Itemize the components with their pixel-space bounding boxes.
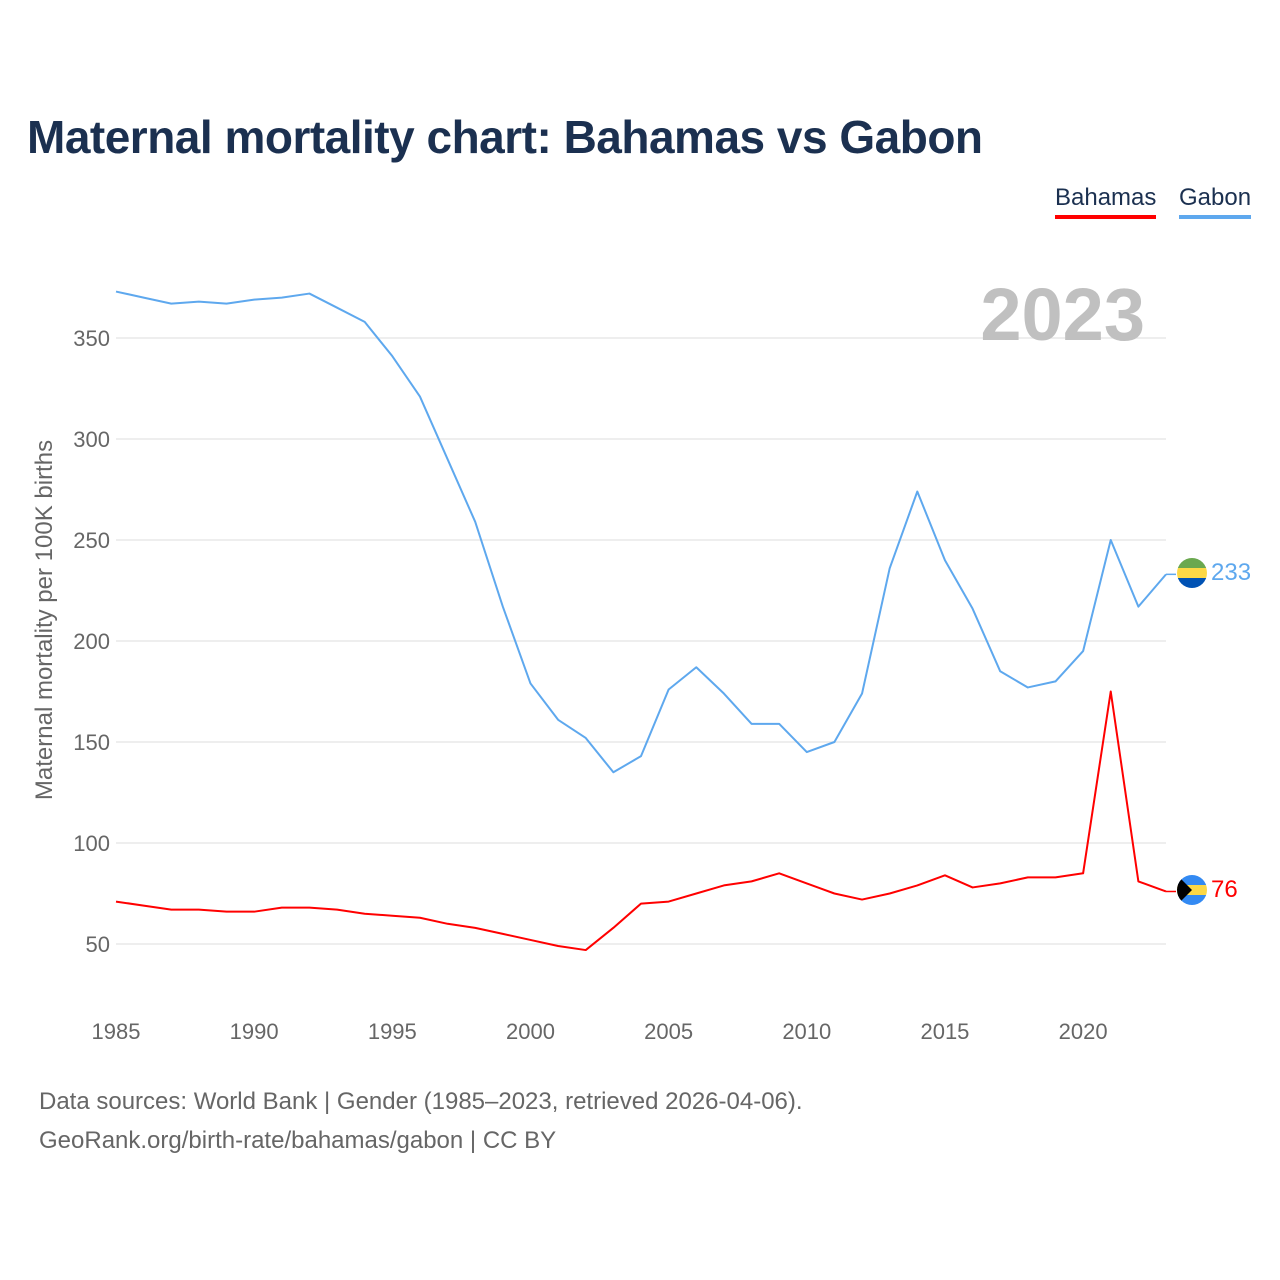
series-line-bahamas xyxy=(115,690,1167,952)
y-axis-label: Maternal mortality per 100K births xyxy=(31,440,58,800)
y-tick-label: 150 xyxy=(73,730,110,755)
x-tick-label: 2005 xyxy=(644,1019,693,1044)
y-tick-label: 250 xyxy=(73,528,110,553)
x-tick-label: 2015 xyxy=(920,1019,969,1044)
gabon-flag-icon xyxy=(1177,558,1207,588)
x-tick-label: 1995 xyxy=(368,1019,417,1044)
y-tick-label: 100 xyxy=(73,831,110,856)
footer-link[interactable]: GeoRank.org/birth-rate/bahamas/gabon | C… xyxy=(39,1127,557,1154)
x-tick-label: 1990 xyxy=(230,1019,279,1044)
legend-gabon[interactable]: Gabon xyxy=(1179,184,1252,219)
x-tick-label: 2000 xyxy=(506,1019,555,1044)
y-tick-label: 350 xyxy=(73,326,110,351)
x-tick-label: 2020 xyxy=(1059,1019,1108,1044)
x-tick-label: 2010 xyxy=(782,1019,831,1044)
y-tick-label: 200 xyxy=(73,629,110,654)
footer-sources: Data sources: World Bank | Gender (1985–… xyxy=(39,1088,803,1115)
bahamas-end-label: 76 xyxy=(1211,876,1238,903)
series-line-gabon xyxy=(115,290,1167,774)
chart-title: Maternal mortality chart: Bahamas vs Gab… xyxy=(27,111,983,163)
y-tick-label: 50 xyxy=(86,932,110,957)
y-tick-label: 300 xyxy=(73,427,110,452)
x-tick-label: 1985 xyxy=(92,1019,141,1044)
bahamas-flag-icon xyxy=(1177,875,1207,905)
gabon-end-label: 233 xyxy=(1211,559,1251,586)
legend-bahamas[interactable]: Bahamas xyxy=(1055,184,1157,219)
year-watermark: 2023 xyxy=(980,273,1145,356)
